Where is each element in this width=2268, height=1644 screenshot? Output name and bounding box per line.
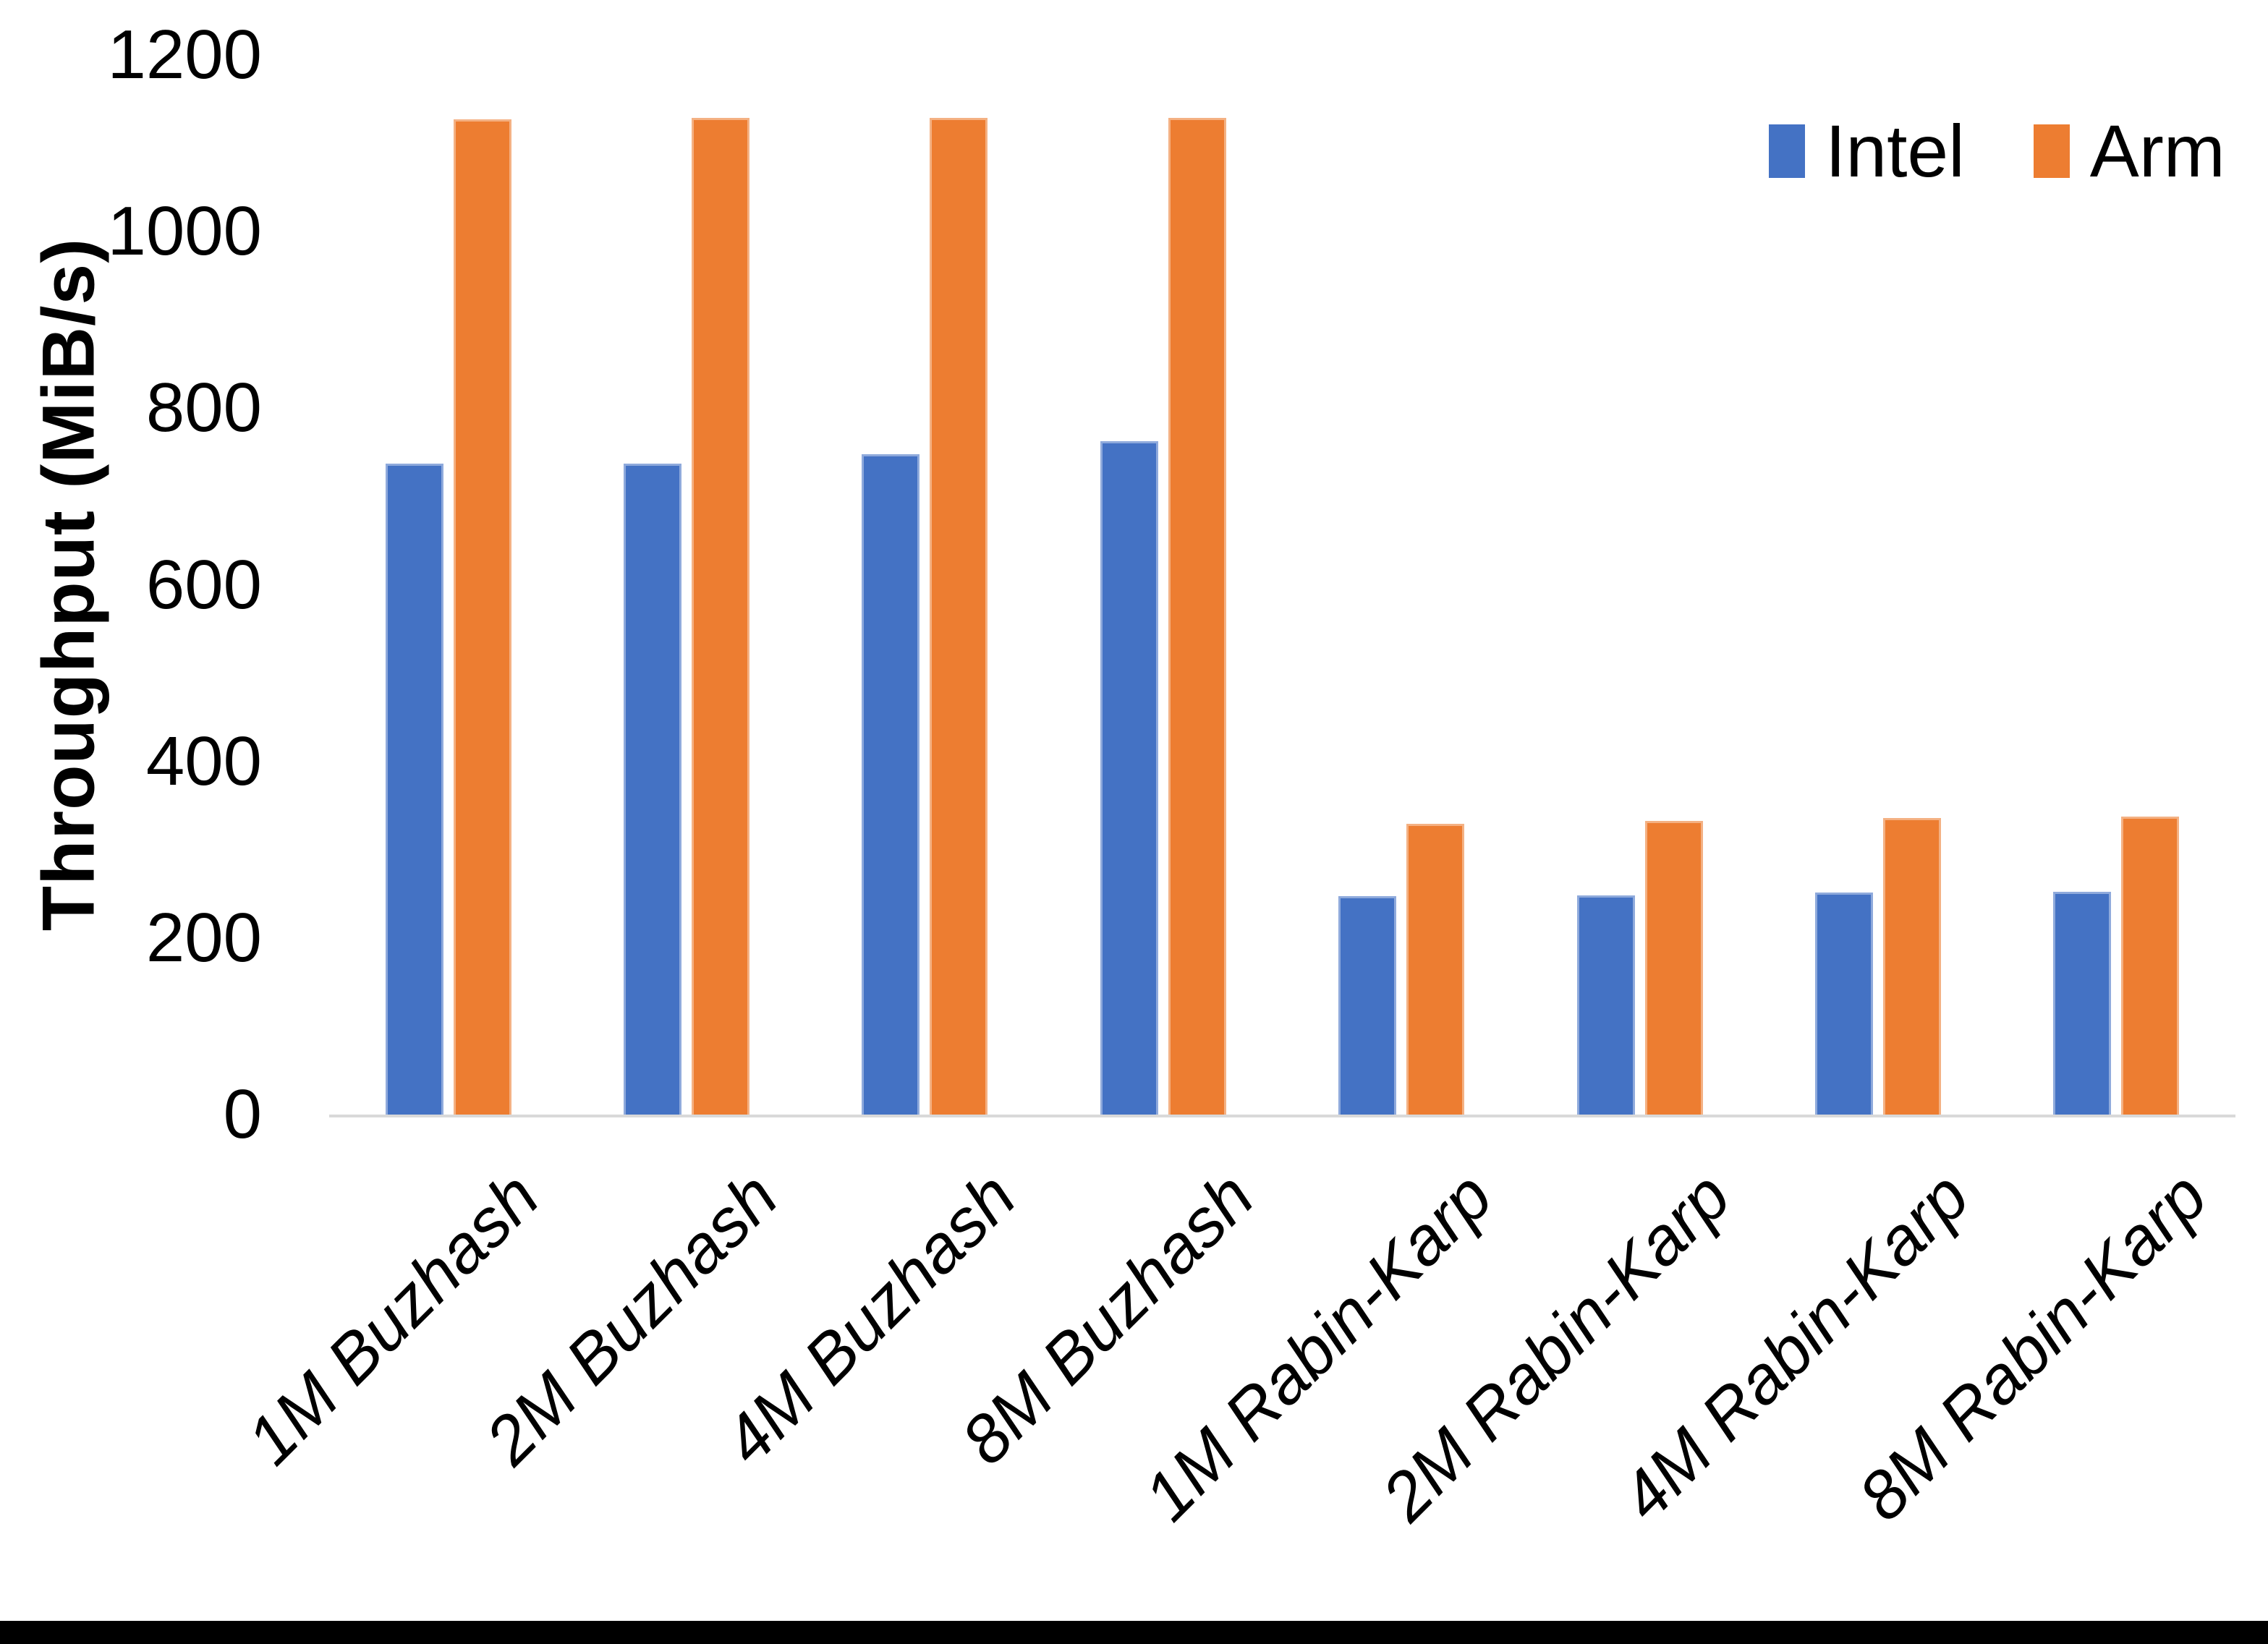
y-tick-label-800: 800 (145, 369, 262, 447)
bar-arm-2m-rabin-karp (1644, 821, 1703, 1115)
bar-intel-1m-buzhash (385, 463, 443, 1115)
bar-intel-2m-buzhash (624, 463, 682, 1115)
bar-intel-1m-rabin-karp (1338, 895, 1397, 1115)
bar-arm-8m-rabin-karp (2121, 817, 2180, 1115)
bar-arm-1m-rabin-karp (1406, 823, 1465, 1115)
bar-arm-8m-buzhash (1168, 118, 1226, 1115)
bar-intel-2m-rabin-karp (1576, 895, 1635, 1115)
bar-arm-4m-buzhash (930, 118, 988, 1115)
y-tick-label-0: 0 (223, 1076, 262, 1153)
y-tick-label-600: 600 (145, 545, 262, 623)
legend-label-arm: Arm (2089, 110, 2225, 192)
y-tick-label-1200: 1200 (107, 16, 262, 93)
plot-area (329, 55, 2235, 1117)
bar-intel-4m-rabin-karp (1814, 893, 1873, 1115)
bar-intel-8m-rabin-karp (2053, 891, 2112, 1115)
legend-swatch-intel (1769, 124, 1805, 178)
bar-intel-8m-buzhash (1100, 441, 1158, 1115)
y-tick-label-400: 400 (145, 722, 262, 800)
legend-item-arm: Arm (2033, 110, 2225, 192)
legend: Intel Arm (1769, 114, 2225, 188)
bar-arm-4m-rabin-karp (1882, 818, 1941, 1115)
bar-arm-2m-buzhash (692, 118, 750, 1115)
y-tick-label-1000: 1000 (107, 192, 262, 271)
bottom-border-bar (0, 1621, 2268, 1644)
y-tick-label-200: 200 (145, 898, 262, 976)
legend-swatch-arm (2033, 124, 2070, 178)
legend-item-intel: Intel (1769, 114, 1965, 188)
bar-intel-4m-buzhash (862, 454, 920, 1115)
legend-label-intel: Intel (1825, 110, 1965, 192)
bar-arm-1m-buzhash (453, 119, 511, 1115)
